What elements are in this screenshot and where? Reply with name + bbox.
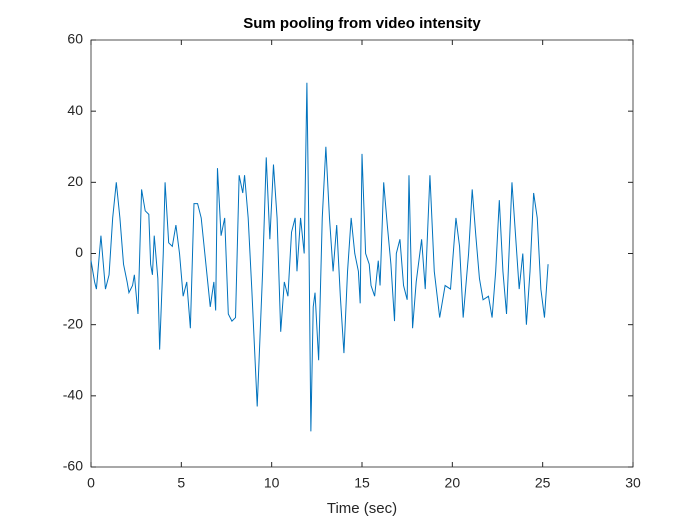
- y-tick-label: 0: [75, 244, 83, 260]
- y-tick-label: 60: [67, 31, 83, 47]
- x-tick-label: 0: [87, 475, 95, 491]
- plot-box: [90, 39, 634, 468]
- x-tick-label: 15: [354, 475, 370, 491]
- x-axis-label: Time (sec): [327, 500, 397, 517]
- y-tick-label: -20: [63, 315, 83, 331]
- data-line: [90, 82, 549, 432]
- x-tick-label: 5: [177, 475, 185, 491]
- x-tick-label: 25: [535, 475, 551, 491]
- y-tick-label: -60: [63, 458, 83, 474]
- x-tick-label: 30: [625, 475, 641, 491]
- chart-title: Sum pooling from video intensity: [243, 15, 481, 32]
- y-tick-label: -40: [63, 387, 83, 403]
- x-tick-label: 10: [264, 475, 280, 491]
- x-tick-label: 20: [445, 475, 461, 491]
- y-tick-label: 40: [67, 102, 83, 118]
- y-tick-label: 20: [67, 173, 83, 189]
